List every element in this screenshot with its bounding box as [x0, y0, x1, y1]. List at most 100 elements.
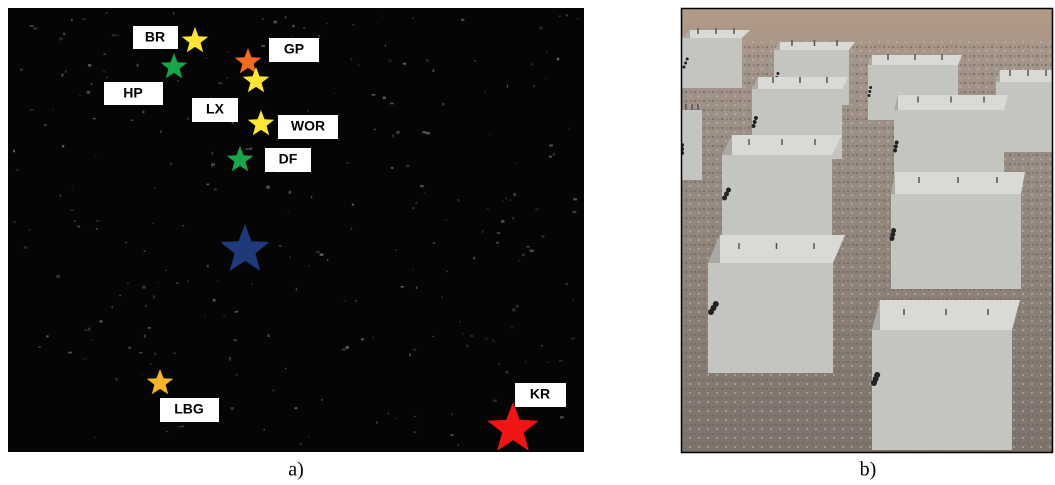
map-speck — [288, 190, 292, 194]
map-speck — [226, 76, 229, 79]
map-speck — [56, 274, 60, 278]
map-speck — [317, 34, 321, 37]
map-speck — [82, 18, 86, 20]
map-speck — [59, 37, 63, 41]
block-hole — [776, 72, 780, 75]
map-speck — [481, 230, 484, 234]
concrete-block — [708, 235, 845, 373]
map-speck — [95, 155, 97, 158]
map-speck — [541, 235, 545, 238]
map-speck — [87, 327, 91, 331]
map-speck — [58, 41, 61, 44]
map-speck — [462, 332, 464, 335]
map-speck — [103, 53, 107, 55]
map-speck — [558, 360, 563, 362]
map-speck — [501, 220, 505, 223]
map-speck — [261, 44, 266, 48]
map-speck — [165, 269, 167, 272]
map-speck — [233, 339, 237, 342]
map-speck — [568, 127, 570, 130]
map-speck — [284, 367, 287, 370]
block-hole — [682, 143, 684, 147]
block-hole — [708, 309, 714, 315]
photo-panel — [680, 7, 1054, 454]
concrete-block — [871, 300, 1020, 450]
map-speck — [99, 320, 103, 323]
map-speck — [441, 296, 443, 299]
block-hole — [682, 151, 684, 155]
map-speck — [130, 119, 133, 121]
map-speck — [465, 344, 470, 348]
map-speck — [142, 110, 145, 114]
map-speck — [409, 353, 411, 357]
map-speck — [572, 299, 575, 302]
map-speck — [442, 103, 445, 106]
map-speck — [292, 24, 295, 28]
map-speck — [86, 90, 91, 94]
site-label: DF — [279, 151, 298, 167]
map-speck — [278, 245, 282, 247]
map-speck — [566, 14, 568, 17]
map-speck — [142, 285, 146, 289]
site-label: BR — [145, 29, 165, 45]
concrete-blocks — [682, 28, 1052, 450]
map-speck — [512, 217, 515, 220]
block-hole — [685, 57, 689, 61]
block-front — [996, 82, 1052, 152]
block-front — [708, 263, 833, 373]
map-speck — [227, 51, 230, 53]
map-speck — [93, 117, 96, 120]
map-speck — [540, 344, 543, 347]
map-speck — [102, 70, 107, 73]
map-speck — [13, 221, 16, 224]
map-speck — [459, 320, 462, 323]
map-speck — [371, 94, 376, 96]
block-hole — [751, 124, 756, 128]
panel-caption: b) — [860, 459, 877, 481]
map-speck — [115, 378, 118, 381]
map-speck — [73, 220, 76, 222]
block-hole — [893, 148, 897, 153]
block-hole — [724, 191, 729, 197]
map-speck — [307, 264, 310, 267]
map-speck — [513, 193, 516, 196]
site-label: HP — [123, 85, 142, 101]
map-speck — [245, 148, 249, 151]
map-speck — [446, 270, 448, 273]
label-box — [269, 38, 319, 62]
map-speck — [143, 334, 146, 338]
map-speck — [325, 22, 328, 25]
map-speck — [128, 346, 132, 349]
map-speck — [498, 363, 500, 365]
block-front — [722, 155, 832, 245]
block-hole — [752, 120, 757, 124]
map-speck — [400, 285, 404, 288]
map-speck — [316, 251, 320, 254]
map-speck — [387, 412, 390, 415]
map-speck — [307, 109, 309, 113]
map-speck — [373, 128, 376, 130]
map-speck — [211, 163, 216, 166]
map-speck — [345, 346, 349, 349]
map-speck — [469, 334, 474, 338]
map-speck — [157, 282, 159, 284]
map-speck — [295, 287, 298, 291]
map-speck — [33, 27, 38, 30]
block-hole — [889, 236, 895, 241]
map-speck — [139, 352, 143, 354]
map-speck — [413, 348, 417, 351]
map-speck — [287, 211, 289, 215]
site-label: WOR — [291, 118, 325, 134]
map-speck — [341, 348, 346, 351]
map-speck — [38, 346, 41, 348]
site-label: GP — [284, 41, 304, 57]
map-speck — [493, 399, 497, 403]
map-speck — [415, 202, 418, 204]
map-speck — [474, 60, 477, 62]
map-speck — [484, 337, 488, 340]
concrete-block — [889, 172, 1025, 289]
map-speck — [484, 91, 486, 94]
map-speck — [535, 208, 539, 211]
map-speck — [357, 63, 360, 66]
